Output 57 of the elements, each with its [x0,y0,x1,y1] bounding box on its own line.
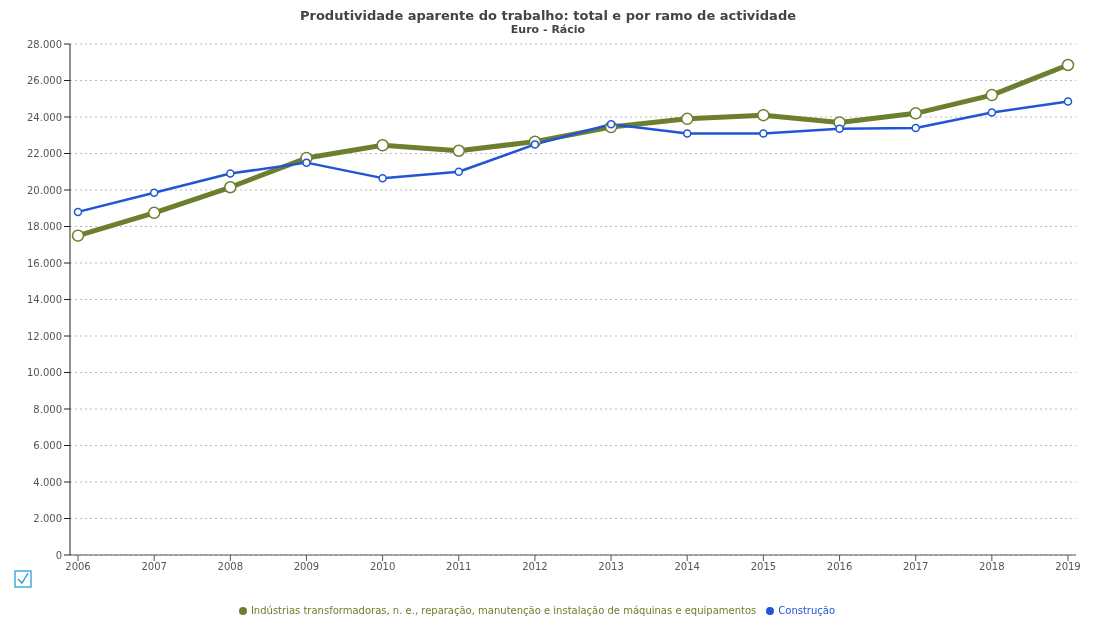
y-tick-label: 20.000 [27,184,62,196]
point [147,206,161,220]
y-tick-label: 14.000 [27,294,62,306]
x-tick-label: 2016 [826,561,853,573]
point [1063,97,1073,106]
point [606,120,616,129]
point [835,124,844,134]
point [454,167,464,176]
point [71,229,85,242]
x-tick-label: 2013 [598,561,624,573]
point [226,169,235,178]
legend-label: Indústrias transformadoras, n. e., reparação, manutenção e instalação de máquinas e equipamentos [250,605,757,616]
y-tick-label: 8.000 [33,403,62,415]
point [987,108,997,117]
point [378,173,387,183]
x-tick-label: 2012 [522,561,548,573]
y-tick-label: 16.000 [27,257,62,269]
point [759,129,768,138]
x-tick-label: 2009 [293,561,320,573]
point [985,88,999,102]
point [680,112,694,126]
x-tick-label: 2006 [65,561,91,573]
x-tick-label: 2007 [141,561,167,573]
x-tick-label: 2018 [979,561,1005,573]
point [302,158,311,167]
point [149,188,159,197]
chart-subtitle: Euro - Rácio [509,23,587,36]
point [682,129,692,138]
point [911,123,920,133]
point [909,107,922,120]
y-tick-label: 26.000 [27,75,62,87]
x-tick-label: 2017 [902,561,929,573]
y-tick-label: 6.000 [33,440,62,452]
x-tick-label: 2015 [750,561,777,573]
y-tick-label: 18.000 [27,221,62,233]
x-tick-label: 2014 [674,561,700,573]
legend-label: Construção [778,605,836,616]
x-tick-label: 2010 [369,561,396,573]
chart-title: Produtividade aparente do trabalho: total e por ramo de actividade [299,8,797,23]
y-tick-label: 24.000 [27,111,62,123]
y-tick-label: 12.000 [27,330,62,342]
y-tick-label: 0 [55,549,62,561]
point [530,140,540,149]
y-tick-label: 22.000 [27,148,62,160]
y-tick-label: 28.000 [27,38,62,50]
point [224,181,237,194]
y-tick-label: 10.000 [27,367,62,379]
point [73,207,83,217]
point [1061,58,1075,72]
y-tick-label: 2.000 [33,513,62,525]
x-tick-label: 2008 [217,561,244,573]
x-tick-label: 2019 [1055,561,1081,573]
point [452,144,466,158]
point [376,139,389,152]
x-tick-label: 2011 [446,561,472,573]
point [757,108,770,122]
y-tick-label: 4.000 [33,476,62,488]
